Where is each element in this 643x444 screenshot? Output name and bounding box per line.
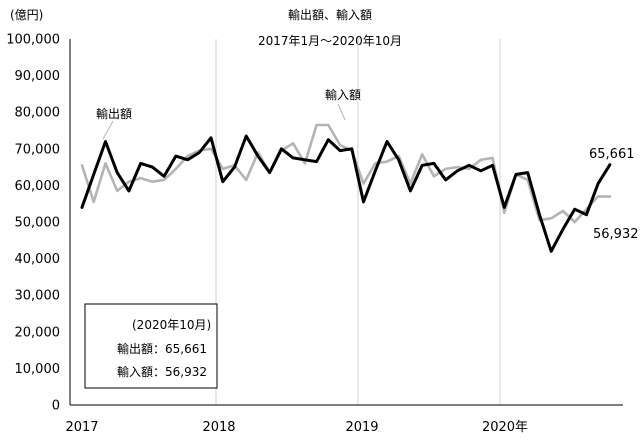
info-box-import: 輸入額：56,932	[117, 364, 207, 379]
y-tick-label: 40,000	[15, 252, 61, 267]
x-tick-label: 2020年	[482, 420, 528, 435]
y-tick-label: 80,000	[15, 106, 61, 121]
x-tick-label: 2018	[202, 420, 235, 435]
import-label: 輸入額	[325, 87, 361, 102]
y-tick-labels: 0 10,000 20,000 30,000 40,000 50,000 60,000 70,…	[6, 33, 60, 414]
y-tick-label: 60,000	[15, 179, 61, 194]
y-tick-label: 30,000	[15, 289, 61, 304]
y-tick-label: 90,000	[15, 69, 61, 84]
series-layer	[80, 123, 612, 253]
import-label-leader	[337, 103, 346, 121]
export-last-value: 65,661	[589, 147, 635, 162]
chart-title: 輸出額、輸入額	[288, 7, 372, 22]
y-tick-label: 10,000	[15, 362, 61, 377]
x-tick-label: 2019	[345, 420, 378, 435]
y-tick-label: 100,000	[6, 33, 60, 48]
export-label: 輸出額	[96, 106, 132, 121]
export-label-leader	[102, 120, 114, 140]
info-box	[84, 303, 218, 389]
info-box-export: 輸出額：65,661	[117, 341, 207, 356]
import-last-value: 56,932	[593, 227, 639, 242]
export-series-line	[80, 134, 612, 253]
y-tick-label: 70,000	[15, 142, 61, 157]
x-tick-labels: 2017 2018 2019 2020年	[65, 420, 528, 435]
unit-label: (億円)	[10, 8, 43, 22]
y-tick-label: 50,000	[15, 216, 61, 231]
chart-subtitle: 2017年1月～2020年10月	[258, 34, 402, 48]
x-tick-label: 2017	[65, 420, 98, 435]
y-tick-label: 0	[52, 399, 60, 414]
import-series-line	[80, 123, 612, 224]
info-box-heading: (2020年10月)	[132, 318, 211, 332]
y-tick-label: 20,000	[15, 325, 61, 340]
